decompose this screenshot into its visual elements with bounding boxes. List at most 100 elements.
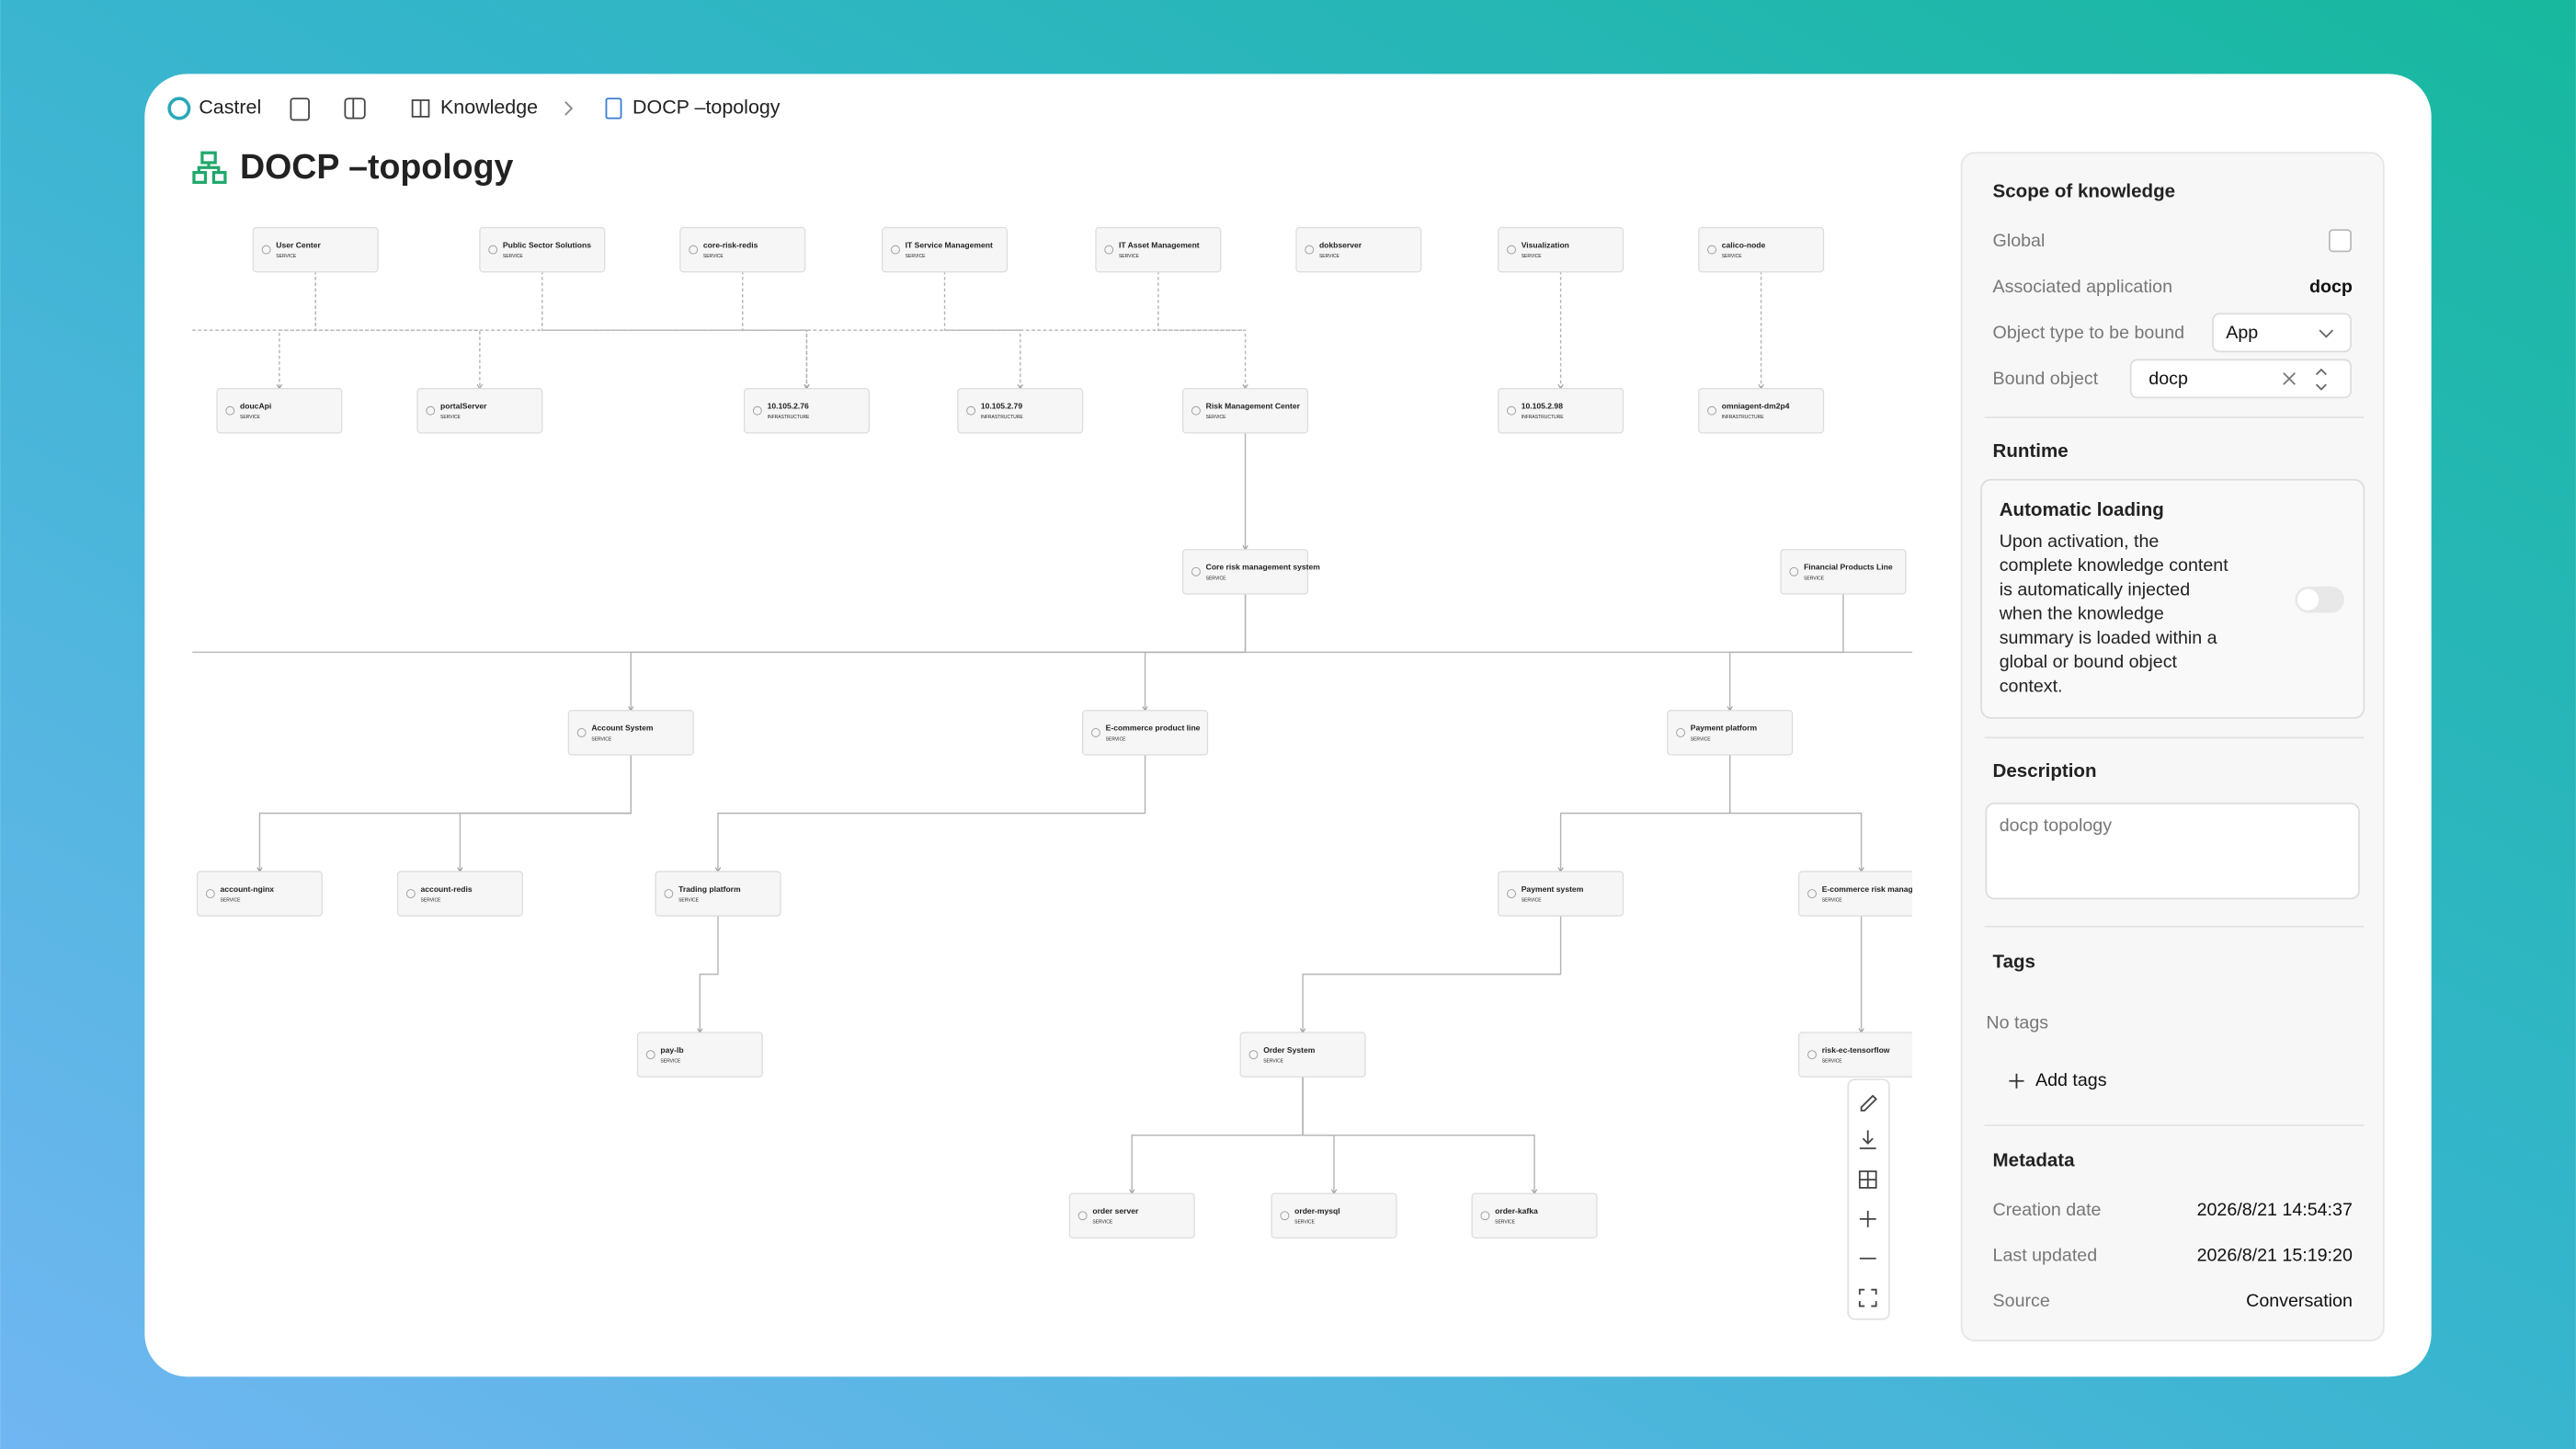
node[interactable]	[1095, 226, 1222, 273]
node[interactable]	[216, 387, 343, 434]
node[interactable]	[1498, 226, 1624, 273]
node-label: risk-ec-tensorflow	[1822, 1045, 1890, 1055]
node-kind: SERVICE	[240, 415, 261, 420]
node-icon	[1104, 245, 1114, 255]
edge	[742, 270, 808, 388]
node-label: E-commerce risk management system	[1822, 884, 1966, 894]
node-label: IT Service Management	[906, 240, 993, 249]
global-checkbox[interactable]	[2328, 229, 2352, 253]
node-kind: INFRASTRUCTURE	[1522, 415, 1564, 420]
node-label: Payment platform	[1691, 724, 1758, 733]
layout-button[interactable]	[1858, 1170, 1877, 1189]
node[interactable]	[679, 226, 806, 273]
description-text: docp topology	[2000, 816, 2112, 836]
node[interactable]	[1182, 549, 1309, 595]
field-label: Object type to be bound	[1993, 323, 2185, 343]
node-icon	[1707, 405, 1716, 416]
zoom-in-button[interactable]	[1859, 1210, 1876, 1227]
node-kind: SERVICE	[1294, 1220, 1316, 1226]
edge	[1302, 915, 1562, 1033]
app-name[interactable]: Castrel	[199, 97, 261, 119]
metadata-rows: Creation date 2026/8/21 14:54:37 Last upda…	[1993, 1200, 2353, 1311]
node[interactable]	[396, 871, 523, 917]
node-icon	[1507, 889, 1516, 898]
book-icon	[411, 99, 430, 118]
node-label: Payment system	[1522, 884, 1584, 894]
type-select[interactable]	[2212, 313, 2352, 353]
fit-button[interactable]	[1858, 1288, 1877, 1307]
node[interactable]	[1471, 1192, 1598, 1239]
node[interactable]	[416, 387, 543, 434]
node-label: account-nginx	[221, 884, 275, 894]
node-icon	[576, 728, 587, 737]
node[interactable]	[636, 1032, 763, 1078]
node[interactable]	[1239, 1032, 1366, 1078]
node-kind: SERVICE	[440, 415, 462, 420]
node-icon	[891, 245, 900, 255]
node[interactable]	[1498, 387, 1624, 434]
node[interactable]	[1798, 1032, 1924, 1078]
node[interactable]	[1498, 871, 1624, 917]
description-line: is automatically injected	[2000, 579, 2190, 599]
node-icon	[405, 889, 416, 898]
edge	[459, 754, 632, 872]
new-icon[interactable]	[290, 97, 310, 121]
node-icon	[1280, 1211, 1290, 1221]
toolbar-box	[1847, 1078, 1890, 1320]
node-kind: INFRASTRUCTURE	[768, 415, 810, 420]
node-icon	[1807, 889, 1817, 898]
description-line: when the knowledge	[1999, 604, 2164, 624]
breadcrumb[interactable]: Knowledge	[440, 97, 538, 119]
node[interactable]	[743, 387, 870, 434]
node-icon	[205, 889, 215, 898]
node-kind: SERVICE	[703, 254, 724, 259]
node-label: Account System	[591, 724, 653, 733]
sidebar-icon[interactable]	[344, 97, 366, 120]
node[interactable]	[567, 710, 694, 756]
clear-button[interactable]	[2283, 371, 2296, 385]
node[interactable]	[1698, 226, 1825, 273]
node-icon	[1191, 405, 1201, 416]
toolbar	[1847, 1078, 1890, 1320]
node[interactable]	[479, 226, 606, 273]
section-title: Description	[1993, 760, 2097, 782]
node-kind: INFRASTRUCTURE	[981, 415, 1023, 420]
node-icon	[426, 405, 436, 416]
description-line: complete knowledge content	[2000, 555, 2228, 576]
node[interactable]	[1667, 710, 1794, 756]
page-title: DOCP –topology	[240, 147, 513, 186]
node-label: Visualization	[1522, 240, 1569, 249]
node[interactable]	[1271, 1192, 1397, 1239]
node[interactable]	[1780, 549, 1907, 595]
node[interactable]	[1295, 226, 1422, 273]
add-tags-button[interactable]: Add tags	[2035, 1070, 2107, 1090]
node[interactable]	[1068, 1192, 1195, 1239]
node-label: omniagent-dm2p4	[1722, 402, 1790, 411]
node[interactable]	[957, 387, 1084, 434]
edge	[1302, 1076, 1535, 1193]
node[interactable]	[196, 871, 323, 917]
node[interactable]	[655, 871, 781, 917]
node-label: E-commerce product line	[1106, 724, 1201, 733]
bound-select[interactable]	[2129, 359, 2352, 399]
edit-button[interactable]	[1860, 1094, 1877, 1112]
node[interactable]	[882, 226, 1009, 273]
node-kind: SERVICE	[1206, 576, 1227, 581]
node[interactable]	[1082, 710, 1209, 756]
node[interactable]	[252, 226, 379, 273]
topology: User Center SERVICE Public Sector Solution…	[192, 226, 1966, 1239]
node[interactable]	[1182, 387, 1309, 434]
node-label: doucApi	[240, 402, 271, 411]
node[interactable]	[1798, 871, 1924, 917]
node-kind: SERVICE	[1263, 1059, 1284, 1065]
download-button[interactable]	[1859, 1130, 1876, 1149]
select-chevron	[2319, 329, 2334, 338]
runtime-card	[1980, 478, 2365, 719]
node-kind: SERVICE	[1691, 736, 1712, 742]
breadcrumb[interactable]: DOCP –topology	[633, 97, 781, 119]
node-icon	[225, 405, 235, 416]
node-icon	[1077, 1211, 1088, 1221]
node[interactable]	[1698, 387, 1825, 434]
description-input[interactable]	[1985, 802, 2360, 900]
node-label: Core risk management system	[1206, 563, 1321, 572]
